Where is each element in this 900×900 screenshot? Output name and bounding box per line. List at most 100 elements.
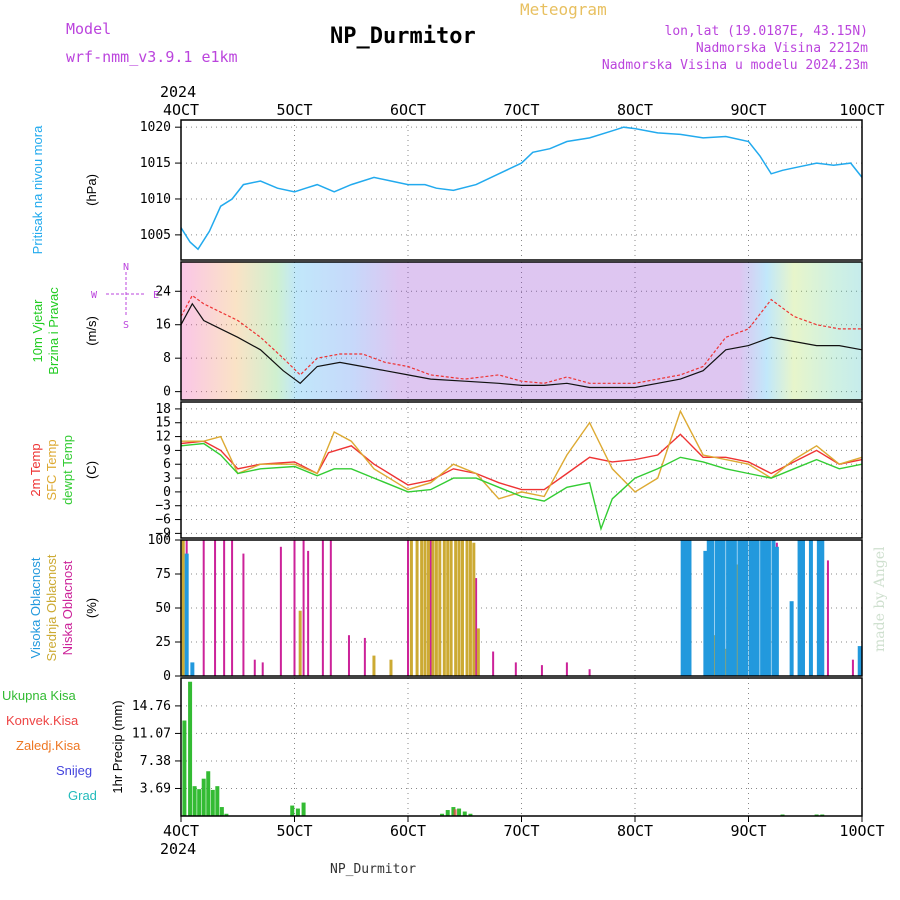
cloud-bar [808,540,813,676]
precip-bar [295,808,300,816]
x-tick-bottom: 7OCT [503,822,539,840]
cloud-bar [438,540,442,676]
precip-bar [290,805,295,816]
cloud-bar [363,637,366,676]
panel-frame [180,119,863,261]
cloud-bar [820,540,825,676]
cloud-bar [706,540,711,676]
cloud-bar [475,578,478,676]
model-value: wrf-nmm_v3.9.1 e1km [66,48,238,66]
cloud-ylabel: (%) [84,598,99,618]
cloud-bar [426,540,430,676]
cloud-bar [797,540,802,676]
year-top: 2024 [160,83,197,101]
y-tick-label: −6 [155,513,171,528]
cloud-bar [465,540,469,676]
precip-bar [224,813,229,816]
model-elevation-label: Nadmorska Visina u modelu 2024.23m [601,58,868,73]
cloud-bar [431,540,435,676]
y-tick-label: 15 [155,416,171,431]
x-tick-top: 8OCT [617,101,653,119]
cloud-bar [231,540,234,676]
cloud-bar [423,540,427,676]
cloud-bar [771,540,776,676]
cloud-bar [737,540,742,676]
x-tick-bottom: 10OCT [839,822,884,840]
precip-bar [210,789,215,816]
y-tick-label: 100 [148,533,171,548]
cloud-bar [540,665,543,676]
y-tick-label: 75 [155,567,171,582]
x-tick-bottom: 9OCT [730,822,766,840]
cloud-bar [429,540,432,676]
precip-bar [445,810,450,816]
y-tick-label: 3.69 [140,781,171,796]
compass-e: E [153,290,159,301]
cloud-bar [242,553,245,676]
cloud-ylabel: Srednja Oblacnost [44,554,59,661]
y-tick-label: 9 [163,443,171,458]
temp-series-1 [181,409,863,500]
y-tick-label: 3 [163,471,171,486]
cloud-bar [223,540,226,676]
panel-frame [180,261,863,401]
meteogram-label: Meteogram [520,0,607,19]
y-tick-label: 16 [155,318,171,333]
temperature-ylabel: (C) [84,461,99,479]
y-tick-label: 18 [155,402,171,417]
precip-legend-item: Zaledj.Kisa [16,738,81,753]
compass-w: W [91,290,98,301]
x-tick-top: 7OCT [503,101,539,119]
x-tick-bottom: 5OCT [276,822,312,840]
wind-gust-line [180,294,862,384]
cloud-bar [184,553,189,676]
cloud-bar [202,540,205,676]
cloud-bar [740,540,745,676]
cloud-bar [744,540,749,676]
y-tick-label: 1015 [140,156,171,171]
cloud-bar [724,648,728,676]
cloud-bar [718,540,723,676]
cloud-bar [755,540,760,676]
cloud-bar [703,550,708,676]
cloud-bar [446,540,450,676]
cloud-bar [514,662,517,676]
x-tick-bottom: 6OCT [390,822,426,840]
precip-legend-item: Ukupna Kisa [2,688,76,703]
cloud-bar [442,540,446,676]
precip-axis-label: 1hr Precip (mm) [110,700,125,793]
cloud-bar [710,540,715,676]
cloud-bar [851,659,854,676]
cloud-bar [565,662,568,676]
cloud-bar [214,540,217,676]
panel-frame [180,539,863,677]
compass-s: S [123,320,129,331]
footer-station: NP_Durmitor [330,862,417,877]
cloud-bar [329,540,332,676]
cloud-bar [492,651,495,676]
cloud-bar [460,540,464,676]
precip-legend-item: Grad [68,788,97,803]
precip-bar [206,771,211,816]
cloud-bar [457,540,461,676]
cloud-bar [714,540,719,676]
y-tick-label: 0 [163,669,171,684]
chart-title: NP_Durmitor [330,24,476,49]
cloud-bar [415,540,419,676]
y-tick-label: 11.07 [132,726,171,741]
cloud-bar [279,546,282,676]
cloud-bar [684,540,689,676]
precip-bar [440,813,445,816]
x-tick-bottom: 4OCT [163,822,199,840]
cloud-bar [760,540,765,676]
precip-legend-item: Snijeg [56,763,92,778]
cloud-bar [407,540,409,676]
temperature-ylabel: SFC Temp [44,439,59,500]
cloud-bar [190,662,195,676]
year-bottom: 2024 [160,840,197,858]
cloud-bar [726,540,731,676]
cloud-bar [454,540,458,676]
cloud-bar [857,646,862,676]
precip-bar [197,789,202,816]
